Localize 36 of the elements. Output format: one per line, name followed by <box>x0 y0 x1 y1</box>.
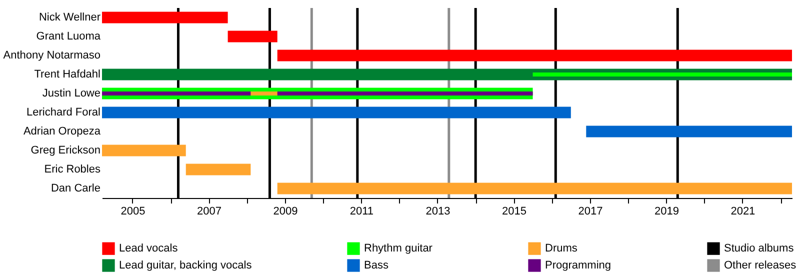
bar <box>228 30 278 42</box>
x-tick-label: 2009 <box>273 206 298 218</box>
y-tick-label: Justin Lowe <box>42 88 100 100</box>
x-tick-label: 2015 <box>502 206 526 218</box>
legend-label: Programming <box>545 260 612 272</box>
legend-label: Other releases <box>724 260 797 272</box>
bar <box>277 50 792 62</box>
legend-label: Lead guitar, backing vocals <box>119 260 252 272</box>
x-tick-label: 2005 <box>120 206 146 218</box>
legend-label: Rhythm guitar <box>364 242 433 255</box>
legend-label: Bass <box>364 260 389 272</box>
y-tick-label: Dan Carle <box>50 182 100 194</box>
bar <box>102 12 228 24</box>
y-tick-label: Nick Wellner <box>38 12 101 24</box>
x-tick-label: 2021 <box>730 206 756 218</box>
bar <box>102 92 533 96</box>
x-tick-label: 2019 <box>654 206 679 218</box>
legend-label: Lead vocals <box>119 242 178 255</box>
y-tick-label: Greg Erickson <box>30 144 100 156</box>
bar <box>277 182 792 194</box>
x-tick-label: 2013 <box>426 206 450 218</box>
bar <box>586 126 792 138</box>
y-tick-label: Grant Luoma <box>36 30 102 42</box>
y-tick-label: Lerichard Foral <box>26 106 100 118</box>
bar <box>102 144 186 156</box>
bar <box>186 164 251 176</box>
bar <box>102 106 571 118</box>
legend-label: Drums <box>545 242 578 255</box>
legend-label: Studio albums <box>724 242 794 255</box>
x-tick-label: 2007 <box>197 206 222 218</box>
x-tick-label: 2017 <box>578 206 603 218</box>
x-tick-label: 2011 <box>350 206 374 218</box>
y-tick-label: Eric Robles <box>44 164 101 176</box>
y-tick-label: Anthony Notarmaso <box>3 50 100 62</box>
y-tick-label: Adrian Oropeza <box>23 126 102 138</box>
y-tick-label: Trent Hafdahl <box>34 68 100 80</box>
